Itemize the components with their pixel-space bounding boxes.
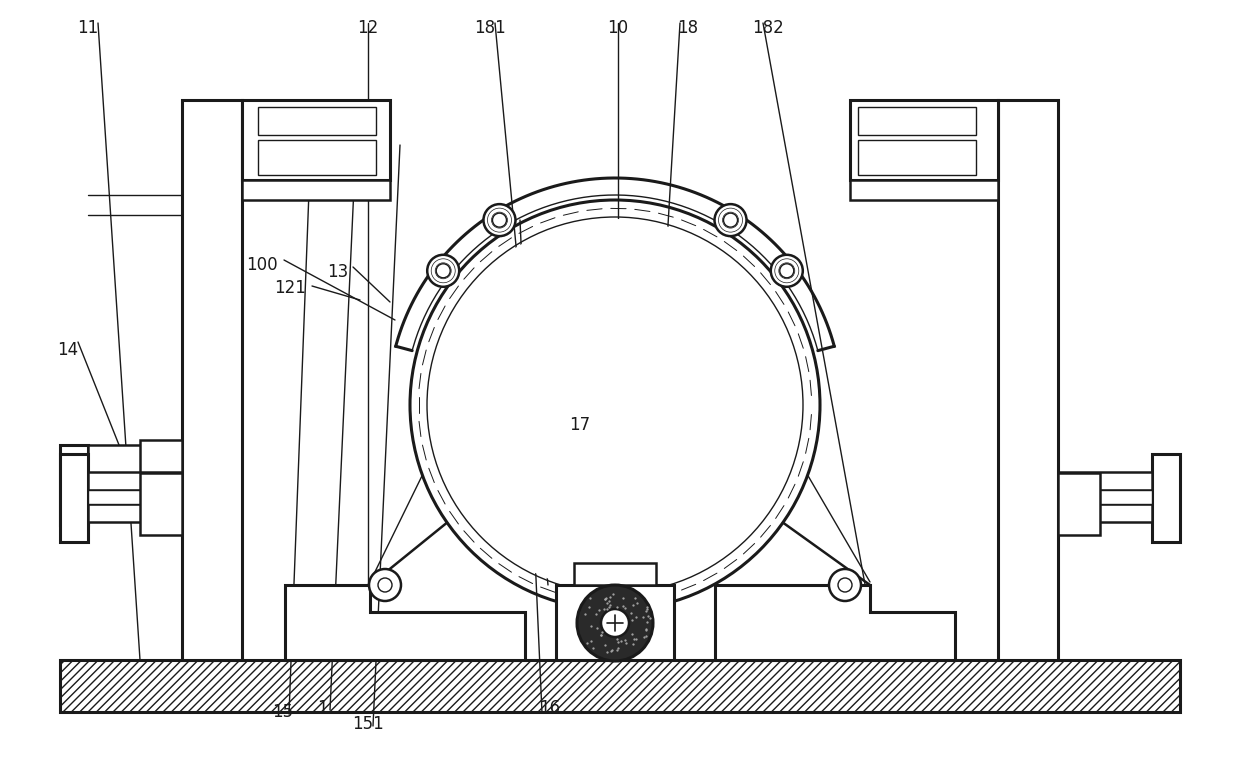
Circle shape (378, 578, 392, 592)
Bar (88, 504, 182, 522)
Bar (140, 440, 182, 510)
Text: 18: 18 (677, 19, 698, 37)
Bar (60, 445, 88, 525)
Text: 11: 11 (77, 19, 99, 37)
Bar (849, 180, 998, 200)
Text: 17: 17 (569, 416, 590, 434)
Bar (1152, 454, 1180, 542)
Bar (849, 100, 998, 180)
Circle shape (429, 219, 801, 591)
Circle shape (370, 569, 401, 601)
Text: 121: 121 (274, 279, 306, 297)
Polygon shape (285, 585, 525, 660)
Bar (88, 490, 182, 504)
Bar (1058, 472, 1152, 490)
Bar (242, 180, 391, 200)
Bar (1058, 473, 1100, 535)
Bar (60, 660, 1180, 712)
Circle shape (771, 255, 802, 287)
Circle shape (492, 213, 506, 227)
Bar (574, 563, 656, 585)
Polygon shape (715, 585, 955, 660)
Bar (1058, 490, 1152, 504)
Circle shape (484, 204, 516, 236)
Bar (858, 107, 976, 135)
Text: 151: 151 (352, 715, 384, 733)
Bar (88, 472, 182, 490)
Text: 182: 182 (753, 19, 784, 37)
Bar (140, 473, 182, 535)
Text: 14: 14 (57, 341, 78, 359)
Text: 16: 16 (539, 699, 560, 717)
Circle shape (714, 204, 746, 236)
Text: 10: 10 (608, 19, 629, 37)
Bar (60, 454, 88, 542)
Circle shape (601, 609, 629, 637)
Bar (858, 140, 976, 175)
Bar (556, 585, 675, 660)
Text: 15: 15 (273, 703, 294, 721)
Circle shape (436, 264, 450, 278)
Circle shape (830, 569, 861, 601)
Text: 12: 12 (357, 19, 378, 37)
Text: 100: 100 (247, 256, 278, 274)
Circle shape (723, 213, 738, 227)
Circle shape (838, 578, 852, 592)
Bar (182, 100, 242, 660)
Bar (258, 107, 376, 135)
Bar (88, 445, 182, 495)
Bar (1058, 504, 1152, 522)
Bar (258, 140, 376, 175)
Circle shape (577, 585, 653, 661)
Text: 181: 181 (474, 19, 506, 37)
Bar (998, 100, 1058, 660)
Circle shape (428, 255, 459, 287)
Bar (242, 100, 391, 180)
Text: 1: 1 (316, 699, 327, 717)
Circle shape (780, 264, 794, 278)
Text: 13: 13 (327, 263, 348, 281)
